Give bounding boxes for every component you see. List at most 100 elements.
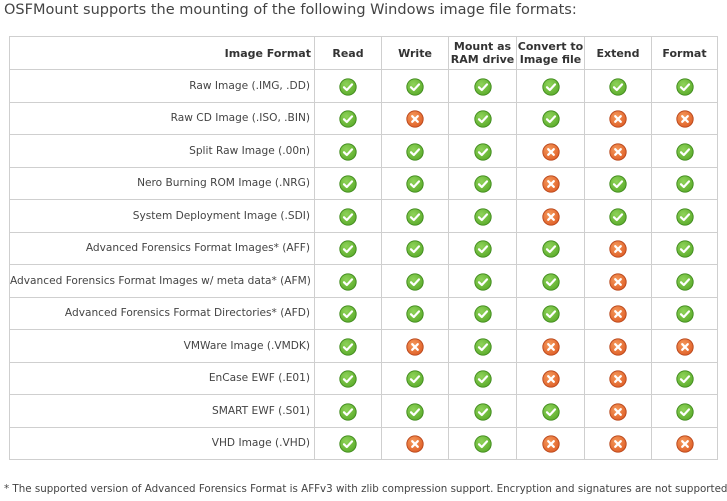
cell-mount-ram [448,199,517,233]
cell-read [314,166,382,200]
cell-format [651,426,718,460]
cell-convert [516,69,585,103]
cell-read [314,296,382,330]
check-icon [339,370,357,388]
header-image-format: Image Format [9,36,315,70]
cell-write [381,394,449,428]
cell-read [314,329,382,363]
table-row: SMART EWF (.S01) [9,394,718,428]
cell-extend [584,101,652,135]
cross-icon [541,370,560,388]
check-icon [339,207,357,226]
cell-write [381,361,449,395]
cell-format [651,264,718,298]
cell-mount-ram [448,69,517,103]
check-icon [473,370,492,388]
cell-extend [584,329,652,363]
cell-format [651,361,718,395]
cell-extend [584,394,652,428]
check-icon [675,305,694,323]
check-icon [406,175,424,193]
table-row: Advanced Forensics Format Images w/ meta… [9,264,718,298]
check-icon [406,402,424,421]
cell-write [381,329,449,363]
table-row: Nero Burning ROM Image (.NRG) [9,166,718,200]
format-name-cell: Raw CD Image (.ISO, .BIN) [9,101,315,135]
cell-convert [516,329,585,363]
cell-read [314,199,382,233]
check-icon [675,402,694,421]
header-convert-line2: Image file [519,53,582,66]
cell-read [314,69,382,103]
cross-icon [675,110,694,128]
cell-write [381,231,449,265]
footnote: * The supported version of Advanced Fore… [4,483,727,495]
cell-extend [584,361,652,395]
table-row: Raw CD Image (.ISO, .BIN) [9,101,718,135]
cross-icon [609,240,627,258]
cell-format [651,199,718,233]
cell-extend [584,166,652,200]
header-write: Write [381,36,449,70]
check-icon [339,240,357,258]
cell-read [314,134,382,168]
check-icon [609,77,627,96]
cell-extend [584,134,652,168]
check-icon [473,142,492,161]
cross-icon [609,337,627,356]
header-convert: Convert to Image file [516,36,585,70]
cell-convert [516,166,585,200]
check-icon [473,337,492,356]
table-row: System Deployment Image (.SDI) [9,199,718,233]
check-icon [541,77,560,96]
check-icon [406,272,424,291]
table-row: Advanced Forensics Format Directories* (… [9,296,718,330]
cell-format [651,231,718,265]
cross-icon [609,272,627,291]
table-header-row: Image Format Read Write Mount as RAM driv… [9,36,718,70]
cell-convert [516,361,585,395]
format-name-cell: EnCase EWF (.E01) [9,361,315,395]
cross-icon [675,337,694,356]
check-icon [675,207,694,226]
cell-read [314,231,382,265]
check-icon [541,110,560,128]
cell-mount-ram [448,296,517,330]
cell-extend [584,231,652,265]
format-name-cell: Advanced Forensics Format Images* (AFF) [9,231,315,265]
cell-convert [516,134,585,168]
cell-mount-ram [448,426,517,460]
check-icon [473,435,492,453]
check-icon [339,272,357,291]
format-name-cell: Split Raw Image (.00n) [9,134,315,168]
check-icon [339,337,357,356]
cell-convert [516,296,585,330]
cell-write [381,134,449,168]
header-format: Format [651,36,718,70]
cell-read [314,361,382,395]
cell-convert [516,199,585,233]
intro-text: OSFMount supports the mounting of the fo… [4,2,577,18]
check-icon [406,240,424,258]
check-icon [473,272,492,291]
check-icon [473,175,492,193]
check-icon [406,370,424,388]
check-icon [675,175,694,193]
cell-write [381,296,449,330]
check-icon [473,305,492,323]
format-name-cell: Advanced Forensics Format Directories* (… [9,296,315,330]
check-icon [675,240,694,258]
check-icon [339,435,357,453]
check-icon [609,175,627,193]
table-row: Advanced Forensics Format Images* (AFF) [9,231,718,265]
cell-mount-ram [448,264,517,298]
table-row: Split Raw Image (.00n) [9,134,718,168]
cell-read [314,101,382,135]
cell-extend [584,296,652,330]
format-name-cell: VHD Image (.VHD) [9,426,315,460]
cross-icon [541,337,560,356]
cross-icon [609,142,627,161]
check-icon [473,77,492,96]
table-row: VHD Image (.VHD) [9,426,718,460]
header-extend: Extend [584,36,652,70]
